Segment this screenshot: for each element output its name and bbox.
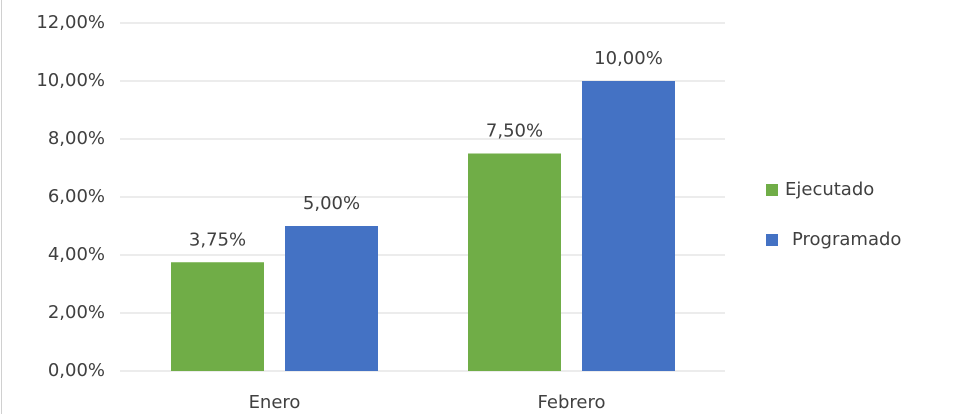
legend-swatch: [766, 184, 778, 196]
y-tick-label: 2,00%: [48, 302, 105, 323]
y-tick-label: 8,00%: [48, 128, 105, 149]
value-label: 3,75%: [189, 229, 246, 250]
value-label: 10,00%: [594, 48, 663, 69]
legend-label: Ejecutado: [785, 179, 874, 200]
bar: [285, 226, 378, 371]
legend-label: Programado: [792, 229, 901, 250]
value-label: 7,50%: [486, 121, 543, 142]
x-tick-label: Febrero: [538, 392, 606, 413]
bar: [468, 153, 561, 371]
bar: [582, 81, 675, 371]
y-tick-label: 12,00%: [36, 12, 105, 33]
bar: [171, 262, 264, 371]
x-tick-label: Enero: [249, 392, 301, 413]
y-tick-label: 10,00%: [36, 70, 105, 91]
y-tick-label: 6,00%: [48, 186, 105, 207]
value-label: 5,00%: [303, 193, 360, 214]
y-tick-label: 4,00%: [48, 244, 105, 265]
legend-swatch: [766, 234, 778, 246]
y-tick-label: 0,00%: [48, 360, 105, 381]
